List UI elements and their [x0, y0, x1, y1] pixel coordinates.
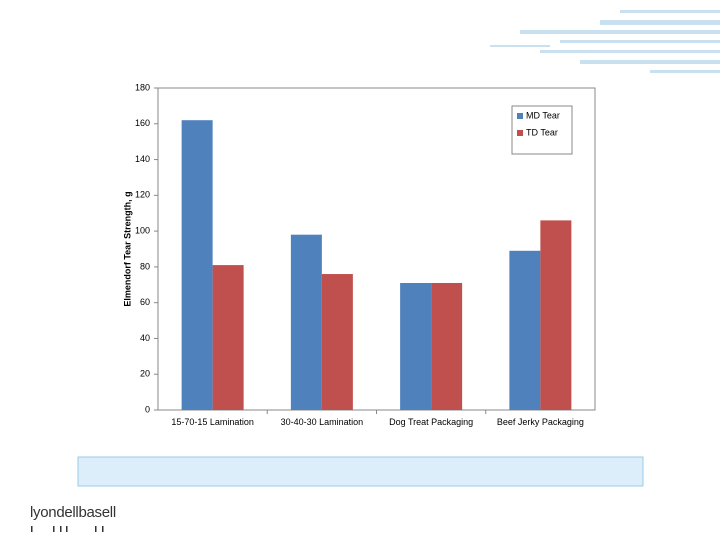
y-tick-label: 0	[145, 404, 150, 414]
caption-box	[77, 456, 644, 487]
bar	[321, 274, 353, 410]
x-tick-label: Beef Jerky Packaging	[496, 417, 584, 427]
bar	[212, 265, 244, 410]
y-tick-label: 140	[135, 154, 150, 164]
y-tick-label: 180	[135, 82, 150, 92]
logo: lyondellbasell	[30, 504, 116, 521]
legend-label: MD Tear	[526, 110, 560, 120]
bar	[540, 220, 572, 410]
x-tick-label: 30-40-30 Lamination	[280, 417, 364, 427]
y-axis-label: Elmendorf Tear Strength, g	[122, 191, 132, 306]
y-tick-label: 80	[140, 261, 150, 271]
y-tick-label: 40	[140, 333, 150, 343]
bar	[509, 250, 541, 410]
bar	[431, 282, 463, 410]
y-tick-label: 20	[140, 369, 150, 379]
legend-swatch	[517, 113, 523, 119]
y-tick-label: 60	[140, 297, 150, 307]
y-tick-label: 120	[135, 190, 150, 200]
x-tick-label: Dog Treat Packaging	[389, 417, 474, 427]
y-tick-label: 100	[135, 225, 150, 235]
y-tick-label: 160	[135, 118, 150, 128]
decoration	[490, 10, 720, 73]
legend-swatch	[517, 130, 523, 136]
legend-label: TD Tear	[526, 127, 558, 137]
bar	[290, 234, 322, 410]
decoration	[31, 526, 104, 532]
bar	[181, 120, 213, 410]
bar	[400, 282, 432, 410]
x-tick-label: 15-70-15 Lamination	[171, 417, 254, 427]
